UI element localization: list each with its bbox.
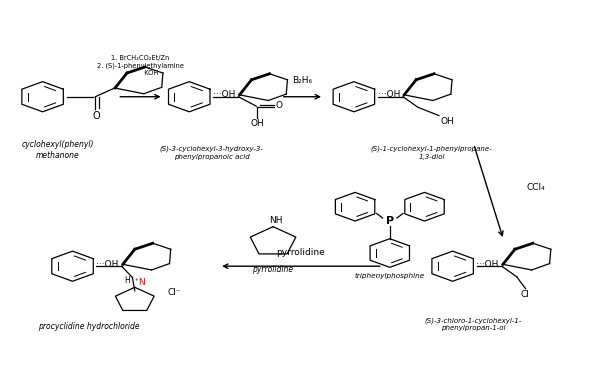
Text: OH: OH	[440, 117, 454, 126]
Text: pyrrolidine: pyrrolidine	[276, 248, 325, 257]
Text: CCl₄: CCl₄	[526, 183, 545, 192]
Text: OH: OH	[251, 119, 265, 128]
Text: cyclohexyl(phenyl)
methanone: cyclohexyl(phenyl) methanone	[22, 140, 94, 160]
Text: B₂H₆: B₂H₆	[292, 76, 313, 85]
Text: (S)-3-cyclohexyl-3-hydroxy-3-
phenylpropanoic acid: (S)-3-cyclohexyl-3-hydroxy-3- phenylprop…	[160, 146, 263, 160]
Text: P: P	[386, 216, 394, 226]
Text: procyclidine hydrochloride: procyclidine hydrochloride	[38, 322, 140, 331]
Text: NH: NH	[269, 216, 283, 225]
Text: (S)-3-chloro-1-cyclohexyl-1-
phenylpropan-1-ol: (S)-3-chloro-1-cyclohexyl-1- phenylpropa…	[425, 317, 522, 331]
Text: (S)-1-cyclohexyl-1-phenylpropane-
1,3-diol: (S)-1-cyclohexyl-1-phenylpropane- 1,3-di…	[371, 146, 493, 160]
Text: ···OH: ···OH	[377, 90, 400, 99]
Text: H: H	[124, 276, 130, 285]
Text: ···OH: ···OH	[96, 260, 119, 269]
Text: O: O	[275, 101, 283, 110]
Text: ···OH: ···OH	[213, 90, 235, 99]
Text: 1. BrCH₂CO₂Et/Zn
2. (S)-1-phenylethylamine
          KOH: 1. BrCH₂CO₂Et/Zn 2. (S)-1-phenylethylami…	[97, 55, 184, 76]
Text: O: O	[92, 111, 100, 121]
Text: Cl⁻: Cl⁻	[168, 288, 181, 297]
Text: ···OH: ···OH	[476, 260, 499, 269]
Text: Cl: Cl	[520, 290, 529, 299]
Text: triphenylphosphine: triphenylphosphine	[355, 273, 425, 279]
Text: ⁺: ⁺	[135, 279, 139, 285]
Text: N: N	[138, 278, 145, 287]
Text: pyrrolidine: pyrrolidine	[253, 265, 293, 274]
